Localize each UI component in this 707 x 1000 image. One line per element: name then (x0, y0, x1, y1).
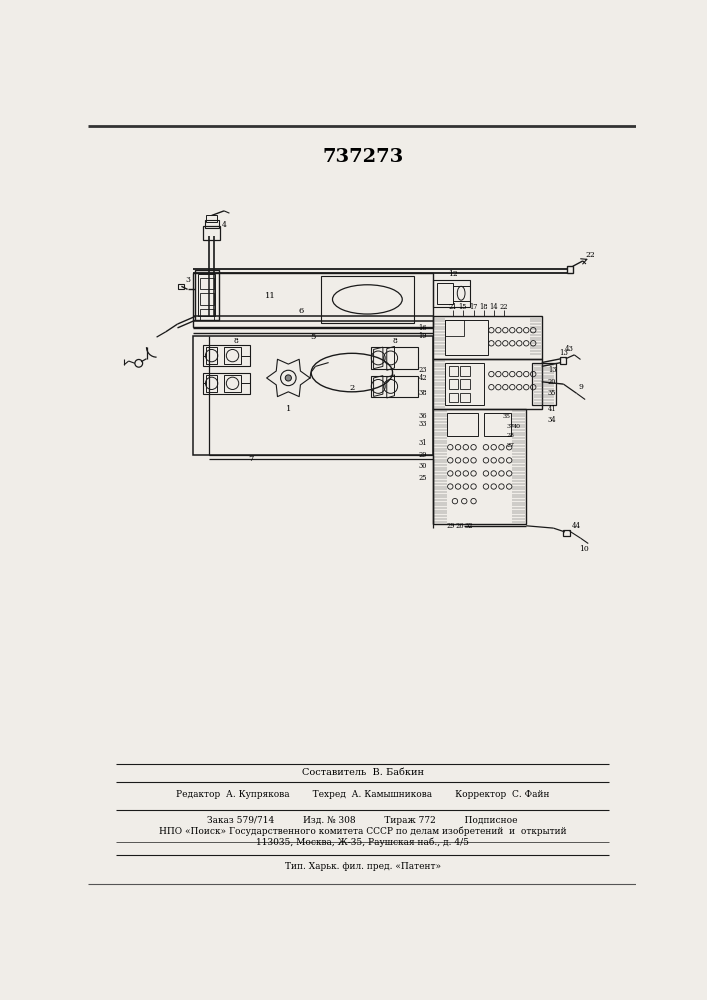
Text: 33: 33 (419, 420, 427, 428)
Text: 44: 44 (572, 522, 581, 530)
Text: 25: 25 (419, 474, 427, 482)
Bar (203, 373, 250, 394)
Bar (224, 347, 241, 364)
Bar (371, 347, 418, 369)
Bar (200, 293, 214, 305)
Text: 8: 8 (392, 337, 397, 345)
Text: 14: 14 (489, 303, 498, 311)
Text: 7: 7 (248, 455, 254, 463)
Text: 1: 1 (286, 405, 291, 413)
Bar (193, 273, 433, 327)
Text: 29: 29 (419, 451, 427, 459)
Bar (203, 226, 220, 240)
Bar (224, 375, 241, 392)
Text: 11: 11 (265, 292, 276, 300)
Text: 34: 34 (548, 416, 556, 424)
Text: 43: 43 (564, 345, 573, 353)
Bar (193, 336, 433, 455)
Text: 35: 35 (503, 414, 511, 419)
Bar (449, 366, 458, 376)
Text: 3: 3 (185, 276, 190, 284)
Bar (200, 309, 214, 320)
Bar (321, 276, 414, 323)
Bar (204, 220, 218, 228)
Text: 18: 18 (479, 303, 488, 311)
Bar (445, 363, 484, 405)
Bar (206, 375, 217, 392)
Text: 19: 19 (419, 332, 427, 340)
Bar (445, 320, 464, 336)
Bar (433, 359, 542, 409)
Text: 27: 27 (507, 443, 515, 448)
Text: 23: 23 (419, 366, 427, 374)
Text: 2: 2 (349, 384, 354, 392)
Text: 737273: 737273 (322, 148, 404, 166)
Text: Тип. Харьк. фил. пред. «Патент»: Тип. Харьк. фил. пред. «Патент» (285, 862, 440, 871)
Bar (460, 379, 469, 389)
Bar (206, 215, 217, 222)
Bar (460, 366, 469, 376)
Text: 22: 22 (500, 303, 508, 311)
Text: 37: 37 (507, 424, 515, 429)
Text: 38: 38 (419, 389, 427, 397)
Bar (437, 283, 452, 304)
Bar (200, 278, 214, 289)
Text: 42: 42 (419, 374, 427, 382)
Text: 13: 13 (559, 349, 568, 357)
Text: 113035, Москва, Ж-35, Раушская наб., д. 4/5: 113035, Москва, Ж-35, Раушская наб., д. … (256, 838, 469, 847)
Bar (449, 379, 458, 389)
Text: 20: 20 (548, 378, 556, 386)
Bar (199, 274, 216, 316)
Text: 31: 31 (419, 439, 427, 447)
Bar (445, 320, 488, 355)
Text: 15: 15 (458, 303, 467, 311)
Text: 28: 28 (507, 433, 515, 438)
Bar (433, 316, 542, 359)
Bar (195, 270, 218, 320)
Bar (206, 347, 217, 364)
Bar (433, 280, 470, 307)
Bar (178, 284, 185, 289)
Text: 29: 29 (446, 522, 455, 530)
Text: НПО «Поиск» Государственного комитета СССР по делам изобретений  и  открытий: НПО «Поиск» Государственного комитета СС… (159, 827, 566, 836)
Bar (448, 413, 478, 436)
Text: Составитель  В. Бабкин: Составитель В. Бабкин (302, 768, 423, 777)
Text: Редактор  А. Купрякова        Техред  А. Камышникова        Корректор  С. Файн: Редактор А. Купрякова Техред А. Камышник… (176, 790, 549, 799)
Text: 22: 22 (585, 251, 595, 259)
Bar (460, 393, 469, 402)
Bar (371, 376, 418, 397)
Bar (203, 345, 250, 366)
Text: 8: 8 (233, 337, 238, 345)
Text: 12: 12 (448, 270, 457, 278)
Text: 35: 35 (548, 389, 556, 397)
Text: 21: 21 (448, 303, 457, 311)
Bar (449, 393, 458, 402)
Text: 9: 9 (578, 383, 583, 391)
Text: 30: 30 (419, 462, 427, 471)
Text: Заказ 579/714          Изд. № 308          Тираж 772          Подписное: Заказ 579/714 Изд. № 308 Тираж 772 Подпи… (207, 816, 518, 825)
Text: 36: 36 (419, 412, 427, 420)
Bar (452, 286, 469, 301)
Bar (484, 413, 510, 436)
Bar (532, 363, 556, 405)
Text: 4: 4 (221, 221, 226, 229)
Text: 10: 10 (580, 545, 589, 553)
Bar (566, 266, 573, 273)
Text: 17: 17 (469, 303, 478, 311)
Text: 13: 13 (548, 366, 556, 374)
Text: 6: 6 (299, 307, 304, 315)
Bar (433, 409, 526, 524)
Text: 26: 26 (455, 522, 464, 530)
Bar (559, 357, 566, 364)
Text: 5: 5 (310, 333, 316, 341)
Text: 32: 32 (464, 522, 473, 530)
Text: 16: 16 (419, 324, 427, 332)
Circle shape (285, 375, 291, 381)
Text: 40: 40 (513, 424, 521, 429)
Bar (563, 530, 570, 536)
Text: 41: 41 (548, 405, 556, 413)
